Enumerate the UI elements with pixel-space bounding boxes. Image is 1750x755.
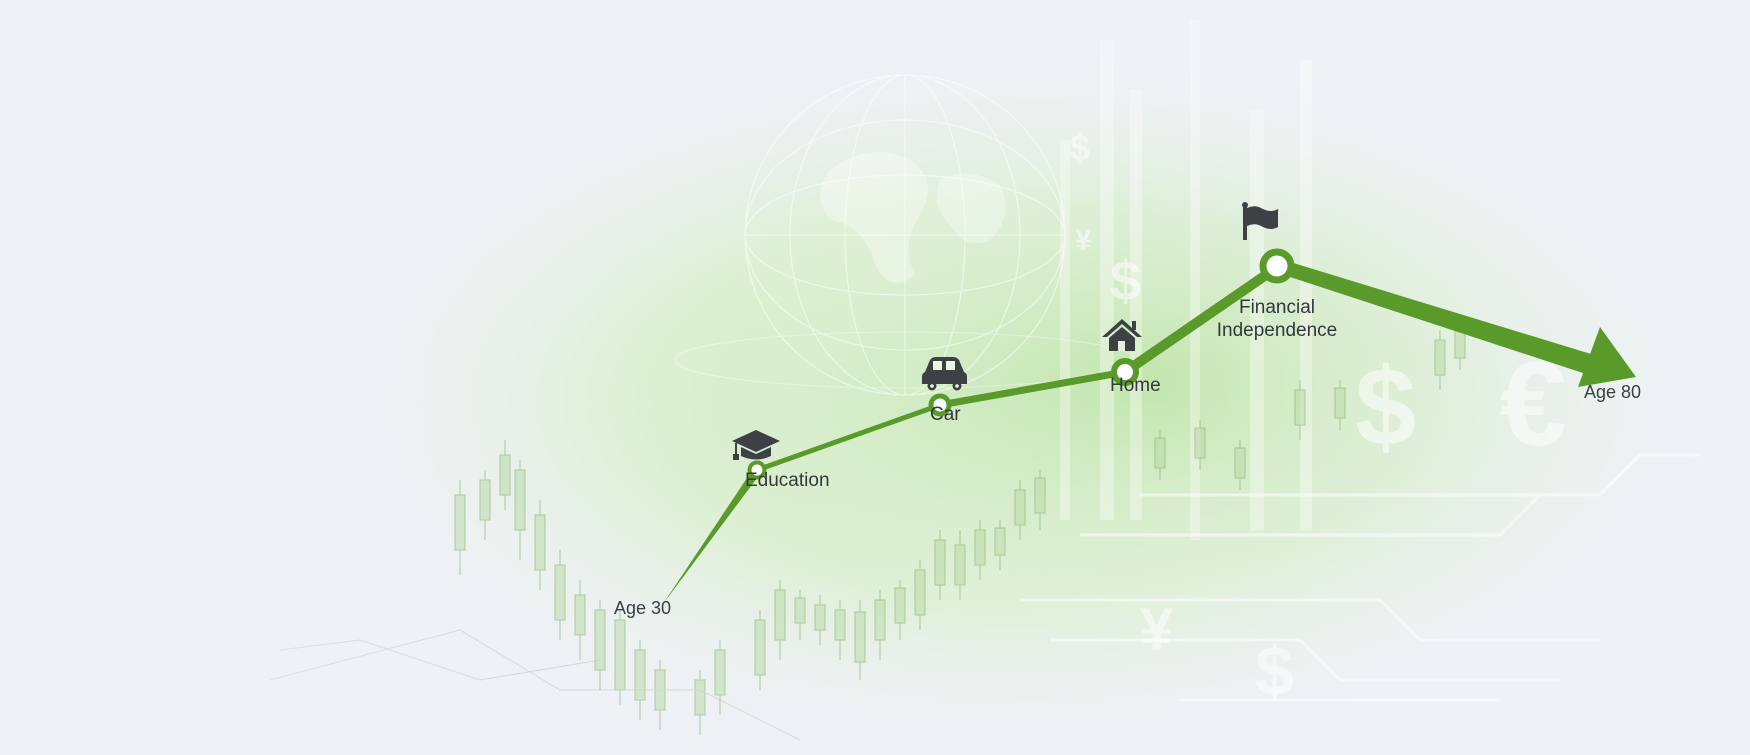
milestone-label-financial-independence: Financial Independence (1192, 296, 1362, 342)
car-icon (922, 357, 967, 391)
milestone-nodes (747, 248, 1295, 480)
start-age-label: Age 30 (614, 598, 672, 618)
path-segment-car-home (936, 368, 1129, 409)
house-icon (1102, 319, 1142, 351)
bg-symbol-1: $ (1070, 127, 1090, 168)
fi-label-line-2: Independence (1216, 320, 1338, 341)
milestone-label-car: Car (930, 404, 961, 425)
flag-icon (1242, 202, 1278, 240)
background-candlesticks (454, 320, 1466, 735)
end-age-label: Age 80 (1584, 382, 1642, 402)
node-car (928, 393, 952, 417)
background-circuit-lines (1020, 453, 1700, 702)
end-arrowhead (1578, 327, 1636, 387)
bg-symbol-6: ¥ (1075, 224, 1092, 257)
milestone-label-education: Education (745, 470, 830, 491)
node-education (747, 460, 767, 480)
bg-symbol-2: $ (1110, 249, 1141, 312)
path-segment-start (663, 466, 760, 604)
bg-symbol-3: $ (1355, 346, 1416, 469)
path-segment-home-fi (1120, 261, 1284, 377)
globe-continents (820, 152, 1006, 283)
bg-symbol-5: ¥ (1140, 596, 1174, 663)
bg-symbol-7: $ (1255, 632, 1294, 710)
milestone-label-home: Home (1110, 375, 1161, 396)
node-financial-independence (1259, 248, 1295, 284)
node-home (1111, 358, 1139, 386)
path-segment-final (1277, 258, 1591, 374)
path-segment-education-car (754, 402, 943, 473)
roadmap-path (663, 258, 1636, 604)
graduation-cap-icon (732, 430, 780, 460)
fi-label-line-1: Financial (1238, 297, 1316, 318)
